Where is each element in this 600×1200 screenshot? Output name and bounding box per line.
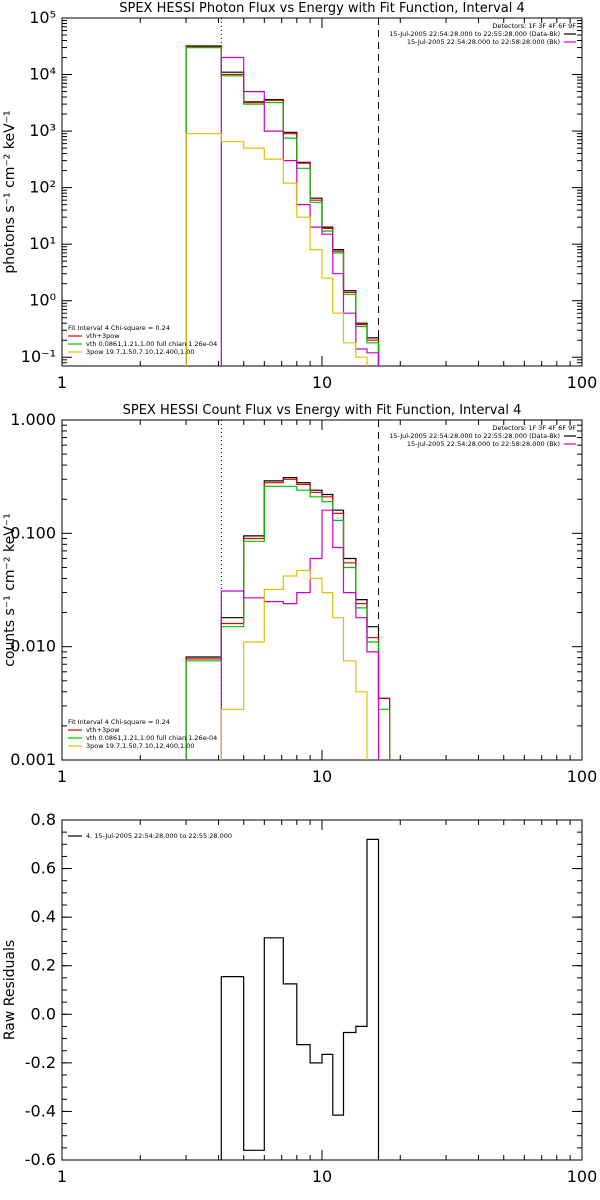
legend-left-label: 3pow 19.7,1.50,7.10,12.400,1.00 — [86, 742, 195, 750]
y-tick-label: 10⁻¹ — [21, 347, 56, 366]
series-3-histogram — [185, 485, 391, 760]
chart-panel-3: 1 10 100 -0.6 -0.4 -0.2 0.0 0.2 0.4 0.6 0.8 Raw Res… — [2, 810, 597, 1186]
legend-left-label: vth+3pow — [86, 726, 120, 734]
legend-right-header: Detectors: 1F 3F 4F 6F 9F — [492, 424, 576, 432]
legend-left-header: Fit Interval 4 Chi-square = 0.24 — [68, 324, 170, 332]
x-tick-label: 100 — [567, 767, 598, 786]
legend-left-label: vth+3pow — [86, 332, 120, 340]
chart-panel-1: 1 10 100 10⁻¹ 10⁰ 10¹ 10² 10³ 10⁴ 10⁵ SPEX HESSI P… — [2, 1, 597, 392]
y-tick-label: 0.2 — [31, 956, 56, 975]
y-axis-label: photons s⁻¹ cm⁻² keV⁻¹ — [2, 110, 18, 273]
y-tick-label: 10¹ — [29, 234, 56, 253]
y-tick-label: -0.4 — [25, 1101, 56, 1120]
chart-title: SPEX HESSI Count Flux vs Energy with Fit… — [123, 403, 522, 418]
x-tick-label: 10 — [312, 1167, 332, 1186]
y-tick-label: -0.2 — [25, 1053, 56, 1072]
x-tick-label: 1 — [57, 373, 67, 392]
plot-frame — [61, 819, 583, 1161]
y-tick-label: 0.100 — [10, 523, 56, 542]
y-tick-label: 10³ — [29, 121, 56, 140]
chart-title: SPEX HESSI Photon Flux vs Energy with Fi… — [119, 1, 525, 16]
x-tick-label: 100 — [567, 1167, 598, 1186]
legend-right-label: 15-Jul-2005 22:54:28.000 to 22:55:28.000… — [389, 30, 560, 38]
x-tick-label: 1 — [57, 767, 67, 786]
y-tick-label: 0.6 — [31, 859, 56, 878]
plot-frame — [61, 17, 583, 367]
y-axis-label: Raw Residuals — [2, 940, 18, 1040]
x-tick-label: 10 — [312, 373, 332, 392]
y-tick-label: -0.6 — [25, 1150, 56, 1169]
chart-panel-2: 1 10 100 0.001 0.010 0.100 1.000 SPEX HESSI Cou… — [2, 403, 597, 786]
series-2-histogram — [185, 46, 380, 366]
legend-right-label: 15-Jul-2005 22:54:28.000 to 22:58:28.000… — [407, 38, 560, 46]
series-4-histogram — [220, 56, 380, 366]
y-tick-label: 1.000 — [10, 410, 56, 429]
y-tick-label: 0.4 — [31, 907, 56, 926]
y-tick-label: 10⁰ — [29, 291, 56, 310]
series-1-histogram — [185, 45, 380, 366]
legend-left-label: vth 0.0861,1.21,1.00 full chian 1.26e-04 — [86, 734, 217, 742]
series-1-histogram — [220, 838, 380, 1160]
x-tick-label: 1 — [57, 1167, 67, 1186]
series-5-histogram — [185, 133, 368, 366]
legend-right-label: 15-Jul-2005 22:54:28.000 to 22:55:28.000… — [389, 432, 560, 440]
y-tick-label: 0.8 — [31, 810, 56, 829]
series-3-histogram — [185, 46, 380, 366]
y-tick-label: 10⁵ — [29, 8, 56, 27]
series-2-histogram — [185, 478, 391, 760]
legend-left-label: 3pow 19.7,1.50,7.10,12.400,1.00 — [86, 348, 195, 356]
y-tick-label: 0.0 — [31, 1004, 56, 1023]
y-tick-label: 0.010 — [10, 637, 56, 656]
x-tick-label: 100 — [567, 373, 598, 392]
legend-left-label: 4. 15-Jul-2005 22:54:28.000 to 22:55:28.… — [86, 832, 232, 840]
y-tick-label: 10⁴ — [29, 65, 56, 84]
x-tick-label: 10 — [312, 767, 332, 786]
legend-left-header: Fit Interval 4 Chi-square = 0.24 — [68, 718, 170, 726]
series-4-histogram — [220, 509, 380, 760]
series-1-histogram — [185, 477, 391, 760]
legend-right-label: 15-Jul-2005 22:54:28.000 to 22:58:28.000… — [407, 440, 560, 448]
y-tick-label: 0.001 — [10, 750, 56, 769]
legend-left-label: vth 0.0861,1.21,1.00 full chian 1.26e-04 — [86, 340, 217, 348]
y-axis-label: counts s⁻¹ cm⁻² keV⁻¹ — [2, 513, 18, 667]
legend-right-header: Detectors: 1F 3F 4F 6F 9F — [492, 22, 576, 30]
series-5-histogram — [220, 569, 368, 760]
y-tick-label: 10² — [29, 178, 56, 197]
